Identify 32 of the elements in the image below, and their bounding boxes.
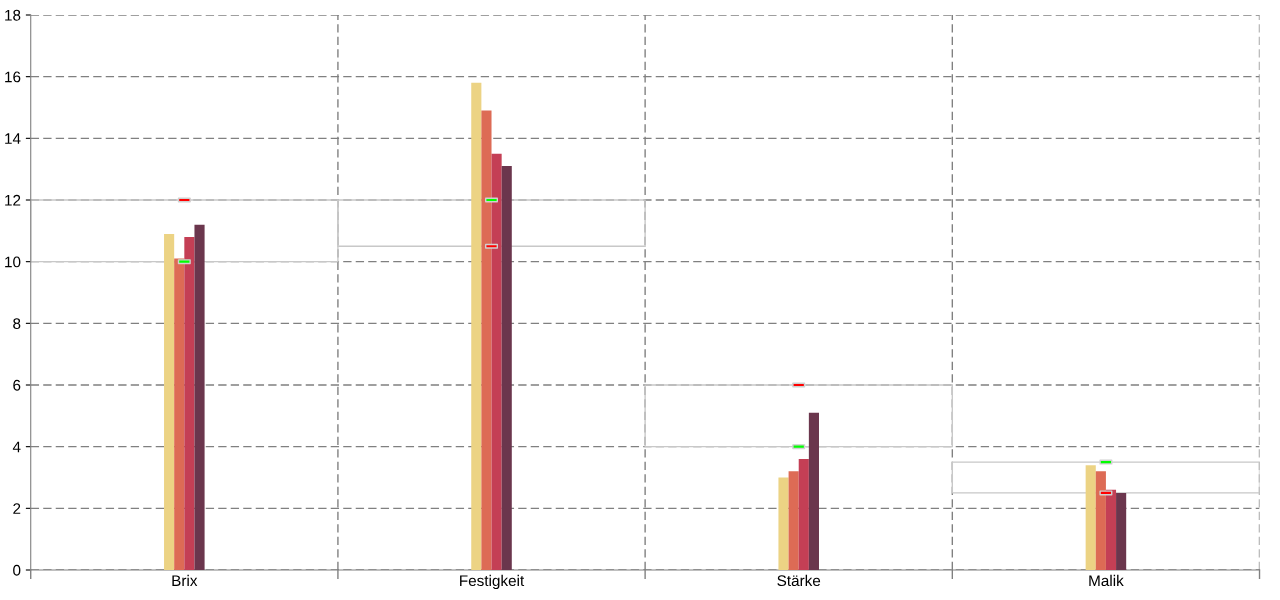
x-tick-label: Malik bbox=[1089, 574, 1124, 587]
bar bbox=[778, 477, 789, 570]
bar bbox=[644, 384, 954, 448]
x-tick-label: Festigkeit bbox=[460, 574, 525, 590]
bar bbox=[1085, 465, 1096, 570]
bar bbox=[1116, 492, 1127, 570]
y-tick-label: 18 bbox=[5, 9, 21, 21]
y-tick-label: 4 bbox=[12, 441, 21, 453]
y-tick-label: 8 bbox=[13, 318, 21, 330]
y-tick-label: 12 bbox=[5, 194, 21, 206]
bar bbox=[194, 224, 205, 570]
bar bbox=[788, 471, 799, 570]
bar bbox=[808, 412, 819, 570]
bar bbox=[951, 461, 1260, 494]
y-tick-label: 0 bbox=[13, 564, 21, 576]
bar bbox=[184, 237, 195, 570]
bar bbox=[501, 166, 512, 570]
bar bbox=[798, 459, 809, 570]
y-tick-label: 6 bbox=[13, 379, 21, 391]
y-tick-label: 14 bbox=[5, 133, 21, 144]
x-tick-label: Stärke bbox=[777, 574, 821, 587]
bar bbox=[174, 258, 185, 570]
x-tick-label: Brix bbox=[172, 574, 198, 586]
bar bbox=[491, 153, 502, 570]
bar bbox=[164, 233, 175, 570]
bar bbox=[1095, 471, 1106, 570]
bar bbox=[481, 110, 492, 570]
y-tick-label: 2 bbox=[13, 503, 21, 514]
bar bbox=[471, 82, 482, 570]
bar bbox=[1105, 489, 1117, 570]
y-tick-label: 10 bbox=[5, 256, 21, 268]
y-tick-label: 16 bbox=[5, 71, 21, 83]
